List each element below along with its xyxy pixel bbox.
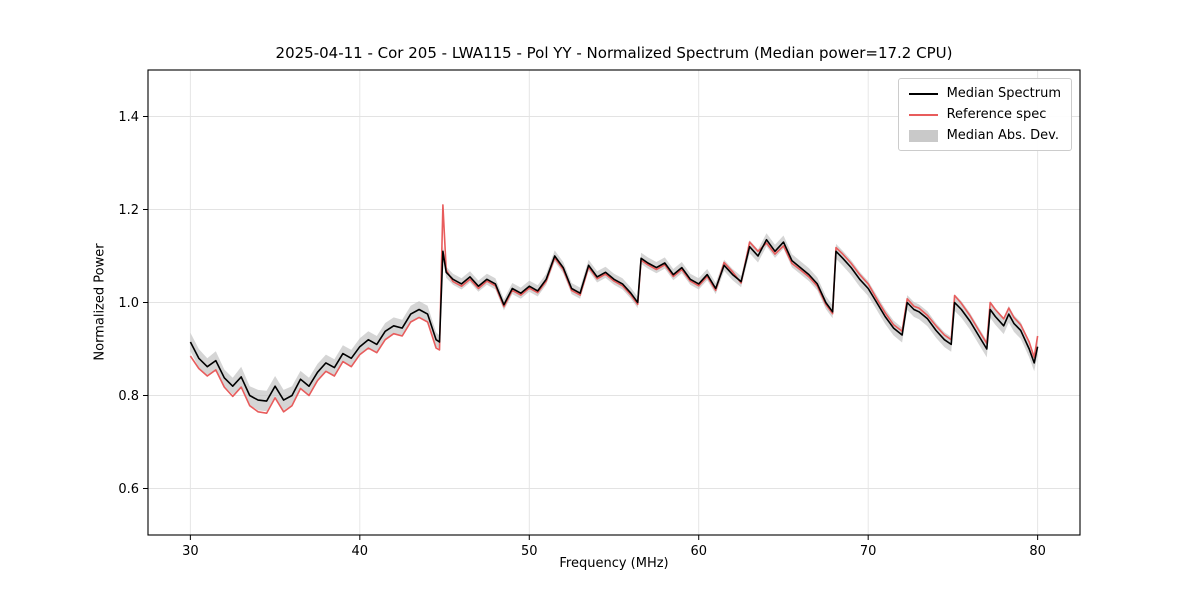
legend-item-mad: Median Abs. Dev.: [908, 128, 1061, 143]
svg-text:0.8: 0.8: [118, 389, 139, 404]
svg-text:30: 30: [182, 544, 199, 559]
legend: Median Spectrum Reference spec Median Ab…: [897, 78, 1072, 151]
mad-patch-swatch: [908, 129, 938, 142]
legend-label-reference: Reference spec: [946, 107, 1047, 122]
x-axis-label: Frequency (MHz): [559, 556, 669, 571]
reference-line-swatch: [908, 113, 938, 116]
legend-label-mad: Median Abs. Dev.: [946, 128, 1060, 143]
svg-text:1.0: 1.0: [118, 296, 139, 311]
legend-label-median: Median Spectrum: [946, 86, 1061, 101]
y-axis-label: Normalized Power: [92, 243, 108, 361]
svg-text:1.4: 1.4: [118, 110, 139, 125]
svg-text:70: 70: [860, 544, 877, 559]
svg-text:40: 40: [352, 544, 369, 559]
legend-item-reference: Reference spec: [908, 107, 1061, 122]
legend-item-median: Median Spectrum: [908, 86, 1061, 101]
svg-text:80: 80: [1029, 544, 1046, 559]
svg-text:1.2: 1.2: [118, 203, 139, 218]
svg-text:50: 50: [521, 544, 538, 559]
svg-text:60: 60: [690, 544, 707, 559]
svg-text:0.6: 0.6: [118, 482, 139, 497]
chart-title: 2025-04-11 - Cor 205 - LWA115 - Pol YY -…: [275, 44, 953, 62]
median-line-swatch: [908, 92, 938, 95]
